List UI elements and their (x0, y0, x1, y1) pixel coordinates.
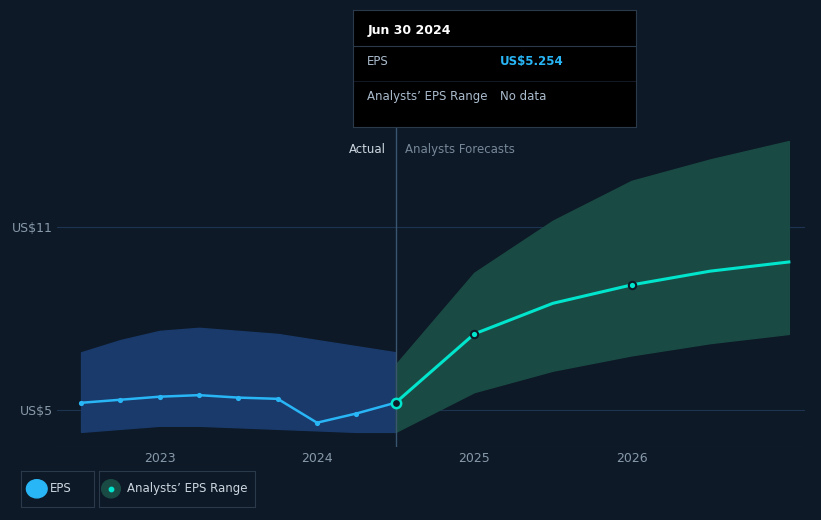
Point (389, 398, 402, 407)
Text: EPS: EPS (367, 55, 389, 68)
Point (271, 395, 284, 403)
Text: Analysts Forecasts: Analysts Forecasts (405, 142, 515, 155)
Point (192, 391, 205, 399)
Text: US$5.254: US$5.254 (500, 55, 564, 68)
Point (389, 398, 402, 407)
Point (625, 281, 638, 289)
Text: Jun 30 2024: Jun 30 2024 (367, 24, 451, 37)
Point (468, 330, 481, 338)
Point (114, 396, 127, 404)
Text: Analysts’ EPS Range: Analysts’ EPS Range (367, 90, 488, 103)
Ellipse shape (102, 479, 121, 498)
Ellipse shape (26, 479, 47, 498)
Point (154, 393, 167, 401)
Text: EPS: EPS (50, 483, 71, 495)
Point (104, 485, 117, 493)
Text: Actual: Actual (349, 142, 386, 155)
Point (75, 399, 88, 407)
Point (310, 419, 323, 427)
Text: Analysts’ EPS Range: Analysts’ EPS Range (126, 483, 247, 495)
Point (350, 409, 363, 418)
Text: No data: No data (500, 90, 547, 103)
Point (232, 394, 245, 402)
